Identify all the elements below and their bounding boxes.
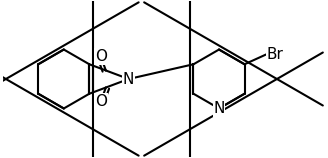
- Text: N: N: [213, 101, 225, 116]
- Text: Br: Br: [267, 47, 283, 62]
- Text: O: O: [95, 94, 107, 109]
- Text: N: N: [123, 72, 134, 86]
- Text: O: O: [95, 49, 107, 64]
